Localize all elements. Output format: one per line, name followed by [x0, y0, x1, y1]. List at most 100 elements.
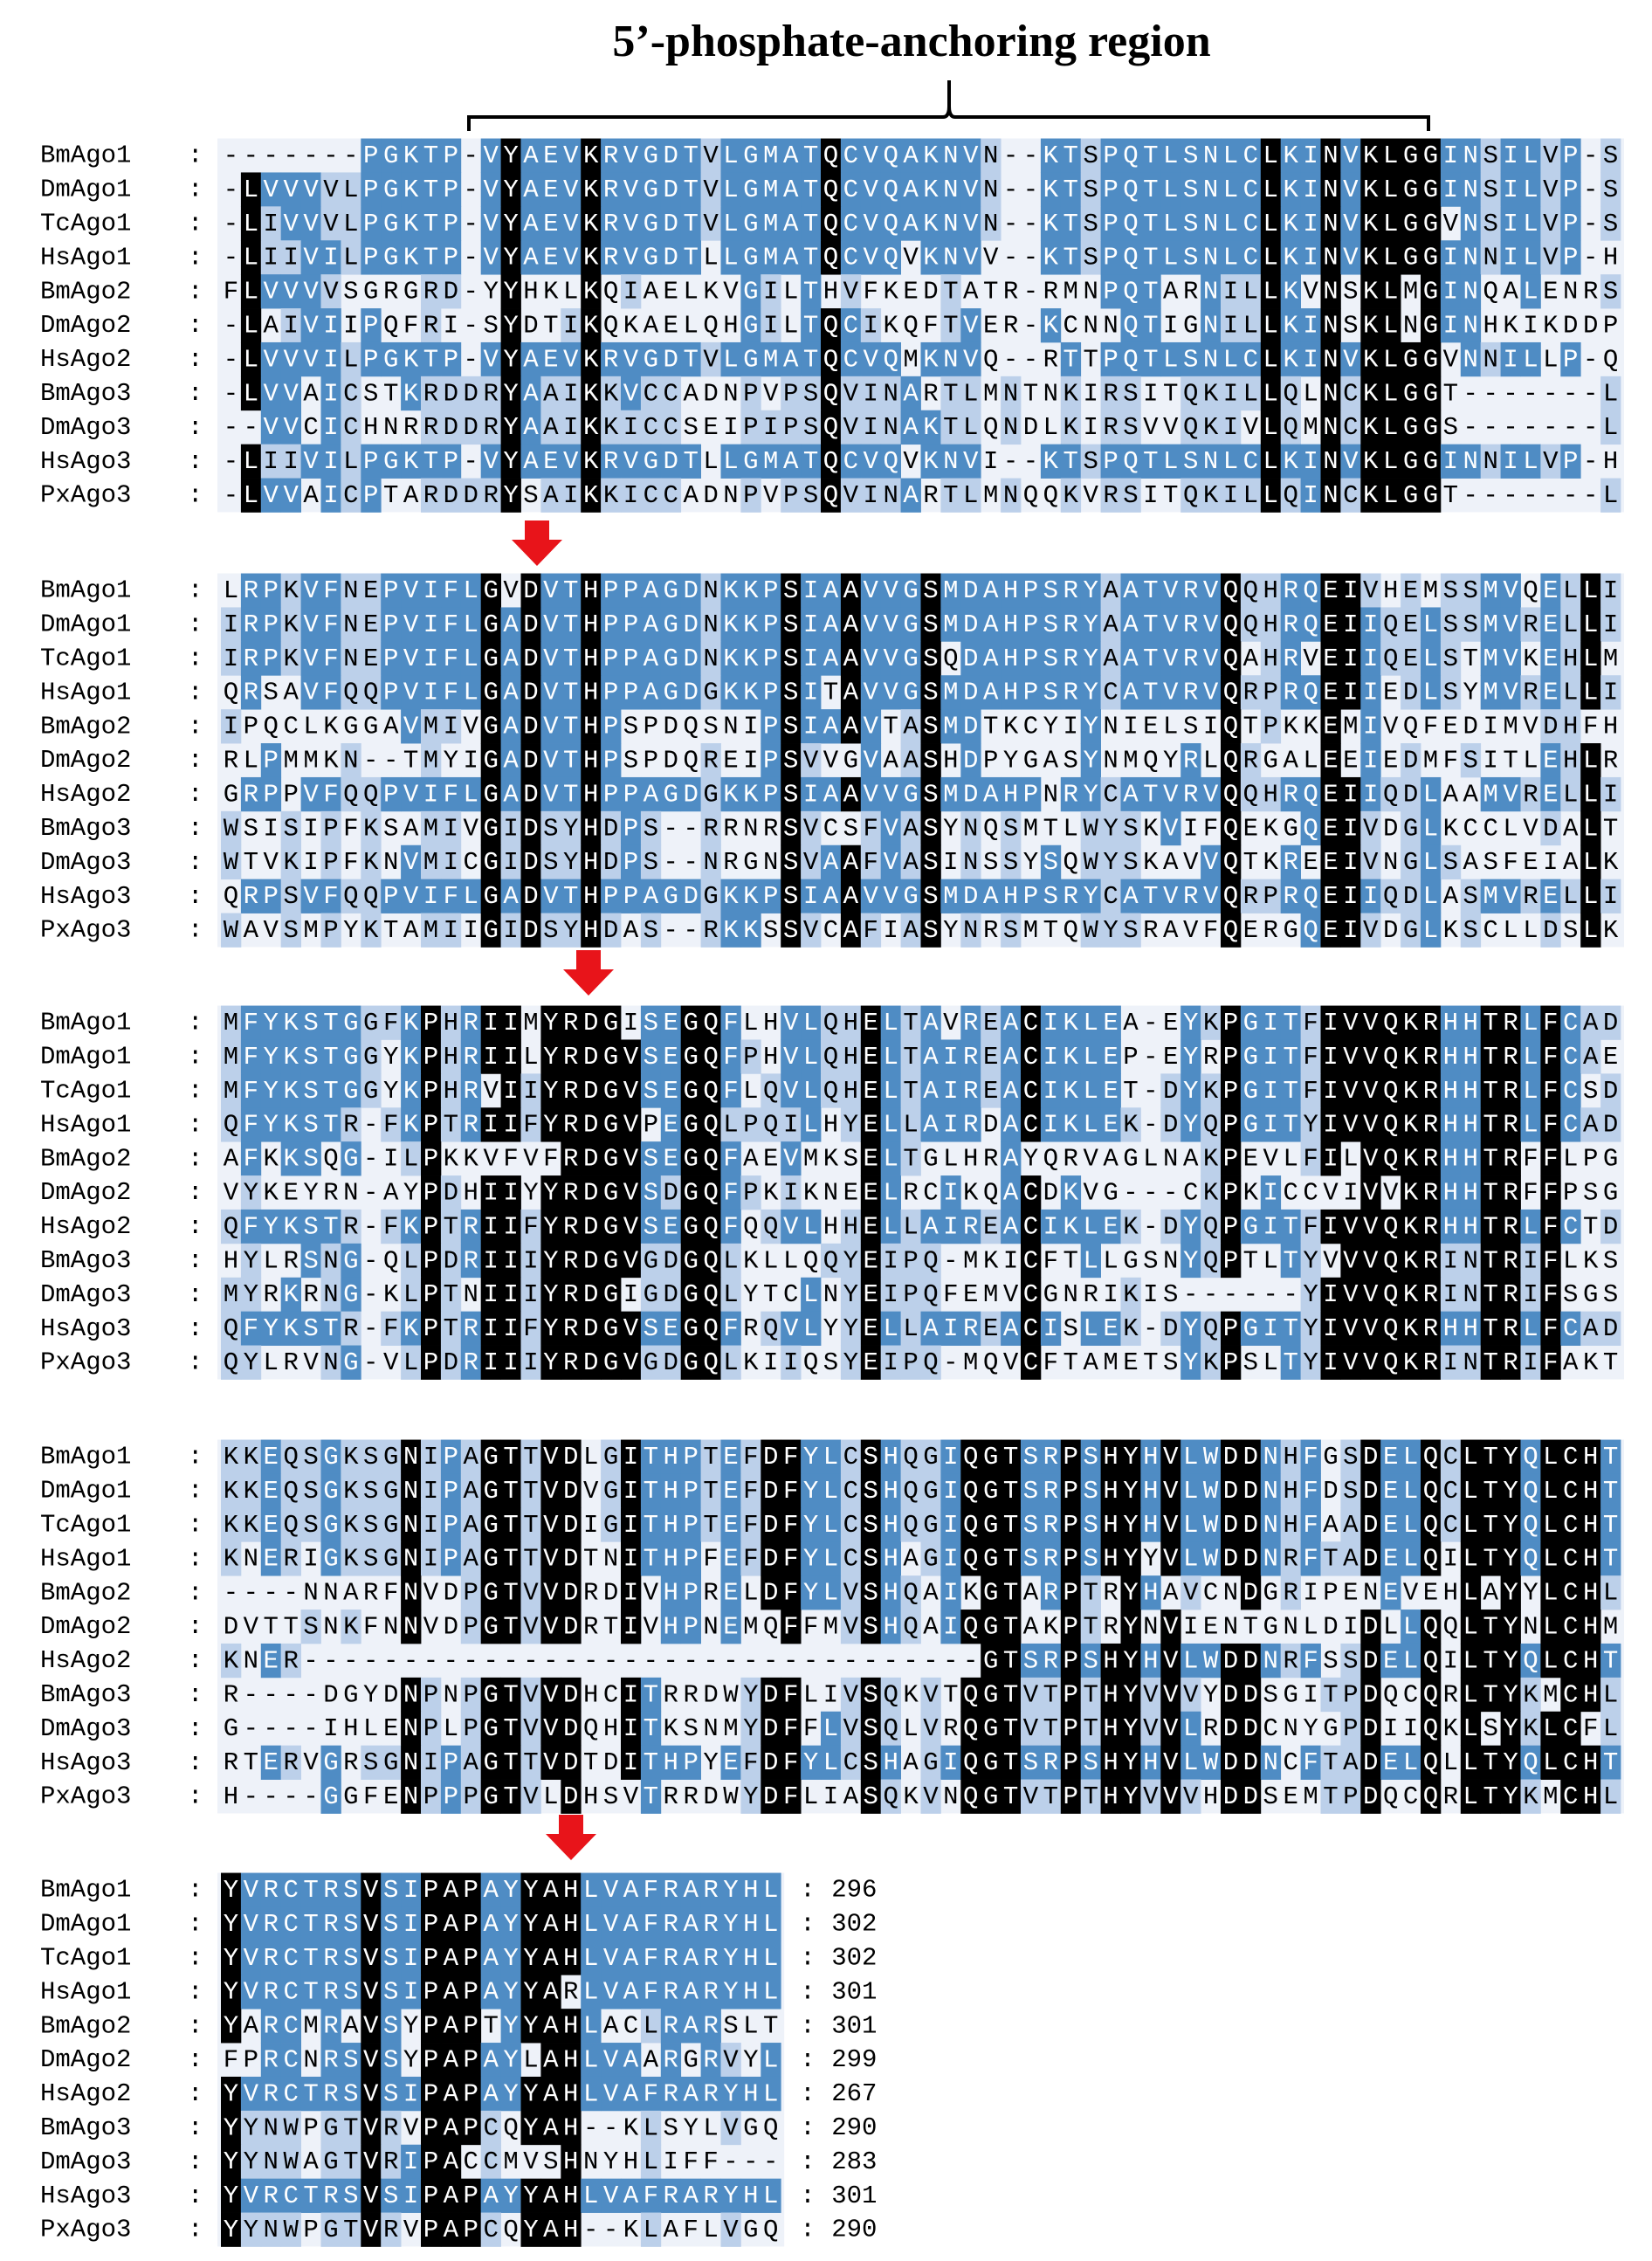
residue-shade	[500, 341, 521, 377]
residue-shade	[240, 341, 262, 377]
residue-shade	[520, 206, 541, 241]
residue-shade	[1600, 274, 1621, 309]
residue-shade	[981, 138, 1002, 173]
residue-shade	[1160, 172, 1181, 207]
separator: :	[800, 1910, 815, 1939]
residue-shade	[660, 138, 682, 173]
residue-shade	[1221, 206, 1242, 241]
residue-shade	[840, 341, 862, 377]
residue-shade	[581, 341, 602, 377]
residue-shade	[1360, 376, 1381, 411]
residue-shade	[260, 341, 282, 377]
residue-shade	[1140, 138, 1161, 173]
residue-shade	[1421, 240, 1442, 275]
residue-shade	[1180, 138, 1201, 173]
residue-shade	[260, 274, 282, 309]
residue-shade	[581, 240, 602, 275]
residue-shade	[801, 308, 822, 343]
residue-shade	[341, 376, 361, 411]
separator: :	[188, 882, 203, 911]
residue-shade	[920, 138, 941, 173]
residue-count: 290	[831, 2113, 877, 2142]
residue-count: 296	[831, 1876, 877, 1905]
residue-shade	[561, 240, 582, 275]
residue-shade	[381, 206, 402, 241]
residue-shade	[840, 240, 862, 275]
residue-shade	[1260, 240, 1282, 275]
residue-shade	[1421, 308, 1442, 343]
residue-shade	[381, 138, 402, 173]
residue-count: 302	[831, 1910, 877, 1939]
separator: :	[188, 1246, 203, 1275]
residue-shade	[540, 376, 561, 411]
residue-shade	[260, 172, 282, 207]
residue-shade	[1380, 274, 1401, 309]
separator: :	[188, 678, 203, 707]
separator: :	[800, 2045, 815, 2074]
residue-shade	[720, 206, 741, 241]
residue-shade	[660, 206, 682, 241]
residue-shade	[440, 138, 462, 173]
residue-shade	[601, 172, 622, 207]
residue-shade	[1500, 240, 1521, 275]
sequence-name: BmAgo1	[40, 141, 131, 170]
residue-shade	[960, 308, 981, 343]
residue-shade	[940, 172, 961, 207]
residue-shade	[1380, 341, 1401, 377]
residue-shade	[341, 341, 361, 377]
residue-shade	[320, 376, 341, 411]
residue-shade	[581, 308, 602, 343]
residue-shade	[1460, 341, 1482, 377]
residue-shade	[621, 172, 642, 207]
sequence-name: BmAgo3	[40, 1680, 131, 1709]
residue-shade	[940, 376, 961, 411]
residue-shade	[421, 172, 442, 207]
sequence-name: HsAgo2	[40, 1212, 131, 1241]
separator: :	[188, 1578, 203, 1607]
residue-shade	[540, 138, 561, 173]
separator: :	[188, 1076, 203, 1105]
residue-shade	[621, 138, 642, 173]
residue-shade	[1380, 172, 1401, 207]
sequence-name: HsAgo2	[40, 345, 131, 374]
residue-shade	[1500, 138, 1521, 173]
separator: :	[188, 1280, 203, 1309]
residue-count: 301	[831, 1977, 877, 2006]
residue-shade	[1120, 138, 1141, 173]
residue-shade	[680, 172, 701, 207]
sequence-name: HsAgo1	[40, 1977, 131, 2006]
separator: :	[188, 780, 203, 809]
residue-shade	[1280, 240, 1301, 275]
residue-shade	[660, 376, 682, 411]
residue-shade	[480, 172, 501, 207]
residue-shade	[781, 341, 802, 377]
separator: :	[188, 1612, 203, 1641]
residue-shade	[1360, 206, 1381, 241]
residue-shade	[421, 138, 442, 173]
residue-shade	[1120, 206, 1141, 241]
residue-shade	[840, 308, 862, 343]
sequence-name: HsAgo2	[40, 1646, 131, 1675]
residue-shade	[500, 240, 521, 275]
residue-shade	[1421, 138, 1442, 173]
residue-shade	[880, 341, 901, 377]
residue-shade	[720, 341, 741, 377]
residue-shade	[1240, 138, 1262, 173]
residue-shade	[1460, 206, 1482, 241]
residue-shade	[381, 172, 402, 207]
residue-shade	[1120, 240, 1141, 275]
separator: :	[188, 1443, 203, 1472]
residue-shade	[960, 341, 981, 377]
separator: :	[188, 379, 203, 408]
separator: :	[188, 2216, 203, 2244]
residue-shade	[240, 206, 262, 241]
separator: :	[188, 1876, 203, 1905]
residue-shade	[361, 206, 382, 241]
residue-shade	[900, 376, 921, 411]
residue-shade	[1060, 206, 1082, 241]
separator: :	[188, 1782, 203, 1811]
residue-shade	[680, 240, 701, 275]
residue-shade	[1320, 240, 1341, 275]
residue-shade	[480, 206, 501, 241]
